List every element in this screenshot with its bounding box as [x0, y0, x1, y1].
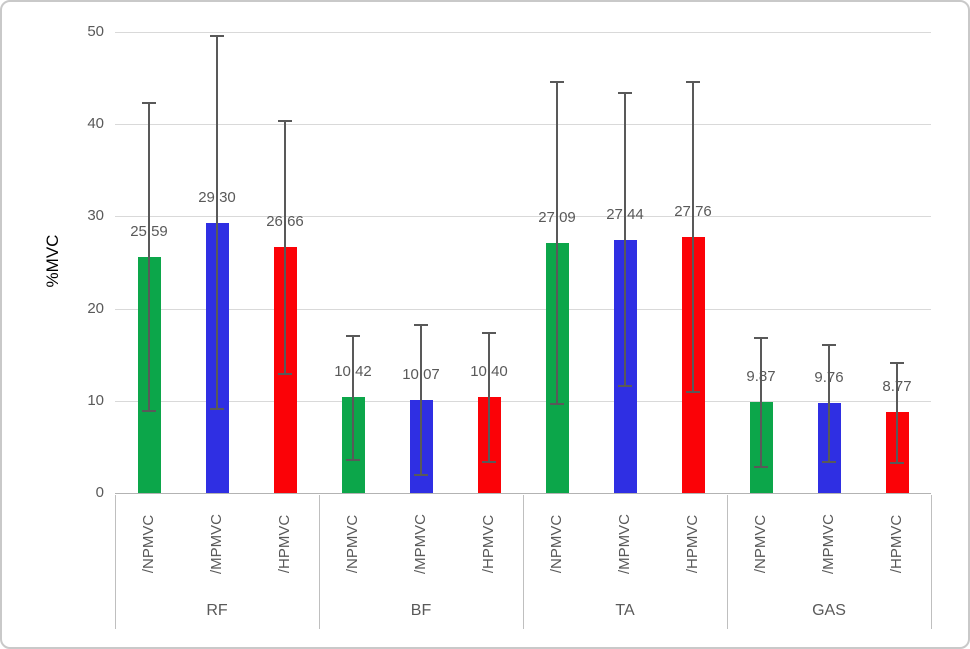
data-label: 27.44 — [606, 206, 644, 223]
error-bar-line — [760, 338, 762, 468]
error-bar-cap-bottom — [278, 373, 292, 376]
series-axis-label: /MPMVC — [208, 514, 225, 574]
gridline — [115, 400, 931, 402]
data-label: 10.07 — [402, 366, 440, 384]
data-label: 9.76 — [814, 369, 844, 386]
series-axis-label: /MPMVC — [412, 514, 429, 574]
error-bar-cap-top — [346, 335, 360, 338]
error-bar-line — [624, 92, 626, 387]
y-axis-tick-label: 20 — [87, 299, 104, 317]
error-bar-cap-bottom — [890, 461, 904, 464]
data-label: 8.77 — [882, 378, 912, 396]
error-bar-cap-bottom — [618, 385, 632, 388]
category-group-label: GAS — [812, 602, 846, 619]
y-axis-tick-label: 10 — [87, 391, 104, 409]
error-bar-cap-top — [142, 101, 156, 104]
error-bar-cap-bottom — [550, 402, 564, 405]
gridline — [115, 216, 931, 218]
error-bar-cap-top — [618, 91, 632, 94]
error-bar-cap-top — [482, 332, 496, 335]
error-bar-cap-top — [754, 337, 768, 340]
error-bar-cap-bottom — [142, 409, 156, 412]
error-bar-line — [148, 102, 150, 411]
y-axis-tick-label: 0 — [95, 484, 104, 501]
error-bar-cap-top — [686, 80, 700, 83]
error-bar-line — [352, 336, 354, 460]
category-axis-divider — [727, 495, 728, 629]
error-bar-cap-bottom — [482, 460, 496, 463]
error-bar-line — [216, 35, 218, 410]
data-label: 10.40 — [470, 363, 508, 381]
category-group-label: BF — [410, 602, 432, 619]
y-axis-tick-label: 40 — [87, 115, 104, 133]
series-axis-label: /NPMVC — [140, 514, 157, 574]
error-bar-line — [692, 81, 694, 392]
series-axis-label: /MPMVC — [820, 514, 837, 574]
y-axis-tick-label: 30 — [87, 207, 104, 225]
error-bar-line — [284, 120, 286, 375]
gridline — [115, 124, 931, 126]
error-bar-line — [488, 333, 490, 462]
series-axis-label: /HPMVC — [888, 514, 905, 574]
error-bar-cap-top — [822, 343, 836, 346]
error-bar-cap-top — [890, 361, 904, 364]
y-axis-title: %MVC — [43, 234, 62, 288]
error-bar-cap-top — [550, 80, 564, 83]
gridline — [115, 32, 931, 33]
data-label: 9.87 — [746, 367, 776, 385]
category-axis-divider — [931, 495, 932, 629]
data-label: 27.76 — [674, 203, 712, 221]
series-axis-label: /NPMVC — [548, 514, 565, 574]
error-bar-line — [828, 344, 830, 462]
y-axis-tick-label: 50 — [87, 23, 104, 40]
data-label: 10.42 — [334, 362, 372, 380]
error-bar-cap-bottom — [346, 458, 360, 461]
data-label: 27.09 — [538, 209, 576, 227]
series-axis-label: /HPMVC — [480, 514, 497, 574]
error-bar-line — [896, 362, 898, 463]
data-label: 29.30 — [198, 188, 236, 206]
series-axis-label: /MPMVC — [616, 514, 633, 574]
error-bar-line — [420, 325, 422, 476]
error-bar-cap-bottom — [754, 466, 768, 469]
error-bar-cap-bottom — [210, 408, 224, 411]
series-axis-label: /NPMVC — [344, 514, 361, 574]
series-axis-label: /HPMVC — [684, 514, 701, 574]
data-label: 25.59 — [130, 223, 168, 241]
gridline — [115, 308, 931, 310]
x-axis-line — [115, 493, 931, 494]
data-label: 26.66 — [266, 213, 304, 231]
category-group-label: TA — [615, 602, 635, 619]
category-axis-divider — [523, 495, 524, 629]
error-bar-cap-top — [210, 34, 224, 37]
series-axis-label: /NPMVC — [752, 514, 769, 574]
error-bar-cap-bottom — [686, 390, 700, 393]
category-group-label: RF — [206, 602, 228, 619]
error-bar-cap-top — [278, 119, 292, 122]
error-bar-cap-bottom — [822, 460, 836, 463]
error-bar-line — [556, 81, 558, 404]
category-axis-divider — [115, 495, 116, 629]
series-axis-label: /HPMVC — [276, 514, 293, 574]
error-bar-cap-top — [414, 324, 428, 327]
category-axis-divider — [319, 495, 320, 629]
error-bar-cap-bottom — [414, 474, 428, 477]
